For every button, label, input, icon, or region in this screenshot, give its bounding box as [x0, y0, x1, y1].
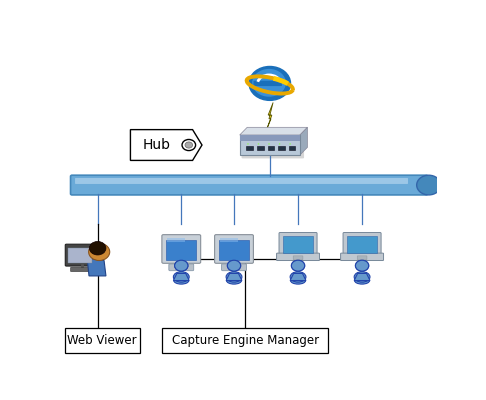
FancyBboxPatch shape	[219, 240, 249, 260]
Circle shape	[417, 175, 441, 195]
FancyBboxPatch shape	[240, 135, 300, 155]
FancyBboxPatch shape	[70, 267, 89, 272]
FancyBboxPatch shape	[341, 253, 383, 260]
Circle shape	[174, 260, 188, 271]
FancyBboxPatch shape	[242, 136, 304, 158]
Circle shape	[289, 143, 291, 144]
FancyBboxPatch shape	[169, 264, 194, 271]
FancyBboxPatch shape	[277, 253, 319, 260]
Circle shape	[268, 143, 270, 144]
Circle shape	[247, 143, 249, 144]
Polygon shape	[87, 258, 106, 276]
Ellipse shape	[291, 277, 306, 284]
Circle shape	[88, 243, 110, 260]
FancyBboxPatch shape	[254, 81, 282, 86]
FancyBboxPatch shape	[220, 238, 238, 242]
FancyBboxPatch shape	[162, 328, 328, 353]
Polygon shape	[130, 130, 202, 160]
Polygon shape	[300, 127, 308, 155]
Circle shape	[89, 242, 106, 255]
FancyBboxPatch shape	[343, 232, 381, 256]
Ellipse shape	[355, 277, 369, 284]
Text: Capture Engine Manager: Capture Engine Manager	[172, 334, 319, 347]
FancyBboxPatch shape	[278, 146, 285, 150]
Circle shape	[279, 143, 280, 144]
Ellipse shape	[174, 277, 189, 284]
Circle shape	[185, 142, 192, 148]
Polygon shape	[290, 274, 306, 280]
Text: Web Viewer: Web Viewer	[68, 334, 137, 347]
Ellipse shape	[290, 272, 306, 282]
FancyBboxPatch shape	[246, 146, 253, 150]
Circle shape	[249, 66, 291, 100]
Polygon shape	[354, 274, 370, 280]
FancyBboxPatch shape	[166, 240, 196, 260]
Circle shape	[174, 260, 188, 271]
Polygon shape	[266, 102, 273, 132]
Circle shape	[258, 143, 259, 144]
Circle shape	[292, 260, 305, 271]
FancyBboxPatch shape	[65, 328, 140, 353]
FancyBboxPatch shape	[347, 236, 377, 252]
FancyBboxPatch shape	[75, 178, 408, 184]
FancyBboxPatch shape	[222, 264, 246, 271]
FancyBboxPatch shape	[279, 232, 317, 256]
Ellipse shape	[174, 272, 189, 282]
Ellipse shape	[354, 272, 370, 282]
Circle shape	[227, 260, 241, 271]
FancyBboxPatch shape	[257, 146, 264, 150]
FancyBboxPatch shape	[240, 136, 300, 141]
FancyBboxPatch shape	[357, 256, 367, 260]
Ellipse shape	[226, 277, 242, 284]
FancyBboxPatch shape	[215, 235, 253, 263]
FancyBboxPatch shape	[267, 146, 274, 150]
FancyBboxPatch shape	[65, 244, 95, 266]
Text: Hub: Hub	[143, 138, 171, 152]
FancyBboxPatch shape	[289, 146, 295, 150]
Polygon shape	[226, 274, 242, 280]
FancyBboxPatch shape	[70, 175, 428, 195]
Circle shape	[253, 70, 285, 96]
FancyBboxPatch shape	[293, 256, 303, 260]
Polygon shape	[174, 274, 189, 280]
Circle shape	[182, 140, 195, 150]
Ellipse shape	[226, 272, 242, 282]
Polygon shape	[240, 127, 308, 135]
Circle shape	[355, 260, 369, 271]
Circle shape	[355, 260, 369, 271]
FancyBboxPatch shape	[162, 235, 201, 263]
FancyBboxPatch shape	[283, 236, 313, 252]
FancyBboxPatch shape	[167, 238, 185, 242]
FancyBboxPatch shape	[68, 248, 92, 263]
Circle shape	[227, 260, 241, 271]
Circle shape	[292, 260, 305, 271]
